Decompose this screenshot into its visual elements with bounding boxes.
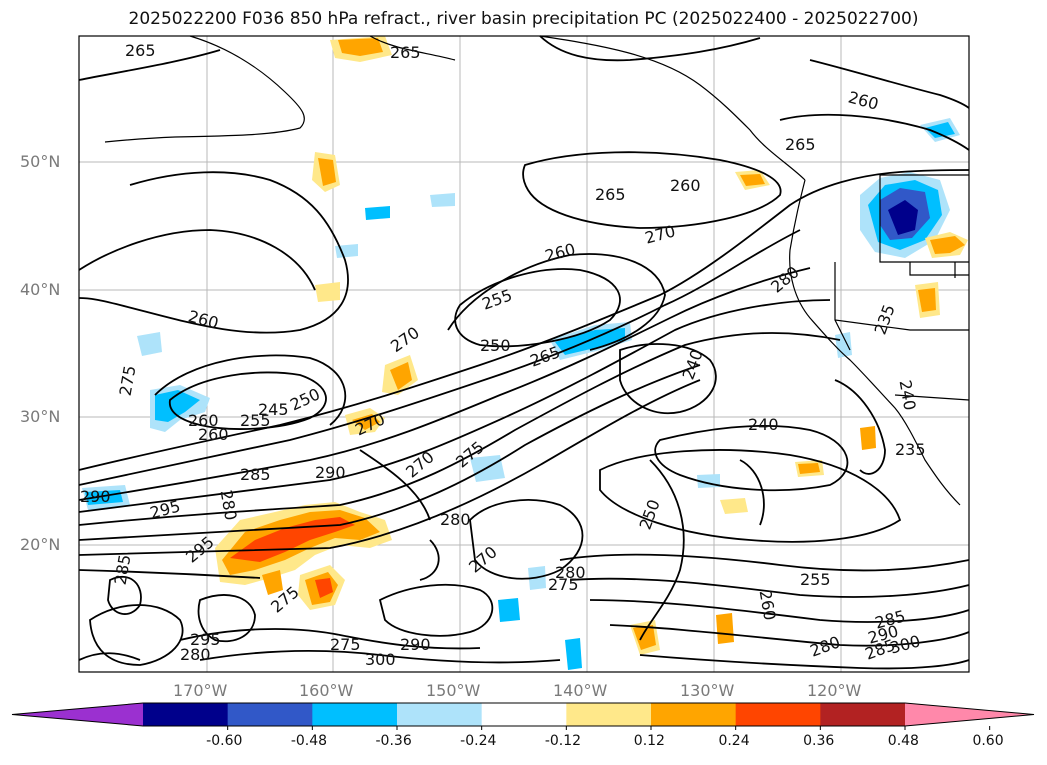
contour-label: 260 [188,411,219,430]
lat-label-40: 40°N [20,280,61,299]
map-frame [78,35,970,673]
contour-label: 275 [330,635,361,654]
contour-label: 260 [198,425,229,444]
colorbar-tick-label: 0.24 [718,733,750,749]
contour-label: 290 [315,463,346,482]
contour-label: 265 [390,43,421,62]
contour-label: 265 [595,185,626,204]
lon-label-150w: 150°W [426,681,481,700]
contour-label: 255 [240,411,271,430]
lon-label-170w: 170°W [173,681,228,700]
lat-label-20: 20°N [20,535,61,554]
contour-label: 295 [190,630,221,649]
contour-label: 290 [80,487,111,506]
contour-label: 265 [125,41,156,60]
colorbar-tick-label: -0.60 [206,733,243,749]
graticule [79,36,969,672]
contour-label: 290 [400,635,431,654]
colorbar-tick-label: -0.12 [544,733,582,749]
colorbar-tick-label: 0.48 [887,733,919,749]
lat-label-50: 50°N [20,152,61,171]
contour-label: 260 [670,176,701,195]
lon-label-130w: 130°W [680,681,735,700]
contour-label: 275 [548,575,579,594]
contour-label: 245 [258,400,289,419]
contour-label: 285 [240,465,271,484]
lon-label-160w: 160°W [299,681,354,700]
contour-label: 280 [180,645,211,664]
lon-label-120w: 120°W [807,681,862,700]
lat-label-30: 30°N [20,407,61,426]
north-america-coast [789,179,961,506]
contour-label: 300 [365,650,396,669]
colorbar-tick-label: -0.36 [375,733,412,749]
refractivity-contours [78,35,970,670]
colorbar-tick-label: -0.48 [290,733,328,749]
contour-label: 235 [895,440,926,459]
contour-label: 250 [480,336,511,355]
colorbar-tick-label: -0.24 [460,733,497,749]
colorbar-tick-label: 0.12 [633,733,665,749]
alaska-coast [104,35,305,143]
contour-label: 255 [800,570,831,589]
colorbar-tick-label: 0.36 [803,733,835,749]
colorbar-tick-label: 0.60 [972,733,1004,749]
chart-title: 2025022200 F036 850 hPa refract., river … [128,9,919,29]
contour-label: 280 [440,510,471,529]
contour-label: 265 [785,135,816,154]
coastlines [104,35,970,506]
contour-label: 240 [748,415,779,434]
contour-label: 280 [555,563,586,582]
map-background [79,36,969,672]
lon-label-140w: 140°W [553,681,608,700]
